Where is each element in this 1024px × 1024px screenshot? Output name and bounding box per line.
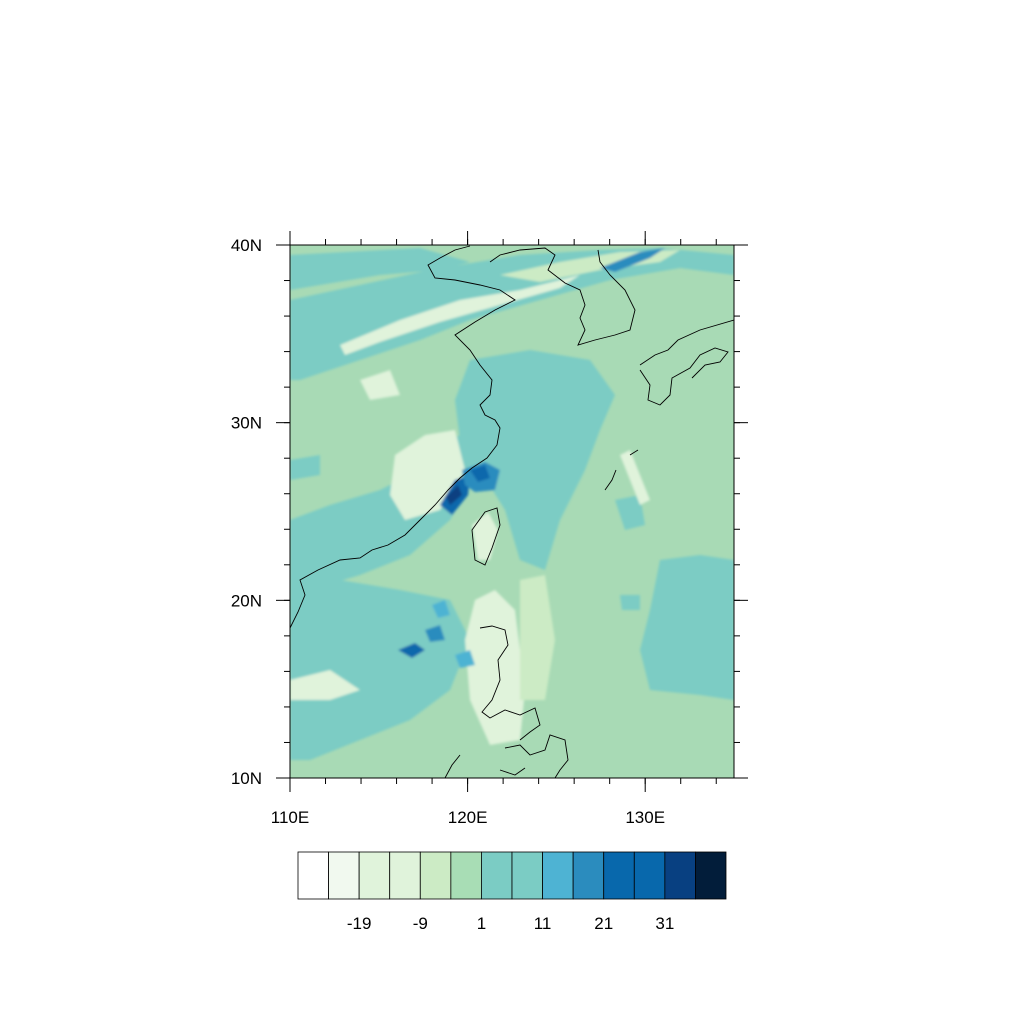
contour-region-north-band (290, 248, 734, 380)
contour-region-light-streak-east (620, 450, 650, 505)
x-tick-label: 120E (448, 808, 488, 827)
contour-region-dark-cell-5 (398, 643, 425, 658)
contour-region-light-streak-sw (290, 670, 360, 700)
contour-region-east-small-2 (620, 595, 640, 610)
colorbar-labels: -19 -9 1 11 21 31 (347, 914, 674, 933)
colorbar-swatch (358, 851, 391, 900)
colorbar-swatch (603, 851, 635, 900)
y-tick-label: 10N (231, 769, 262, 788)
coastline-palawan (444, 754, 461, 778)
colorbar-swatch (297, 851, 329, 900)
axis-ticks (276, 231, 748, 792)
colorbar-label: 31 (655, 914, 674, 933)
y-tick-label: 20N (231, 591, 262, 610)
plot-frame (289, 244, 735, 779)
contour-region-dark-cell-4 (470, 465, 490, 482)
coastline-japan-kyushu (639, 319, 734, 366)
colorbar-swatch (511, 851, 543, 900)
coastline-visayas (499, 734, 569, 778)
colorbar-swatch (664, 851, 696, 900)
coastline-luzon (479, 625, 541, 741)
contour-region-light-plume-3 (520, 575, 555, 700)
coastline-taiwan (471, 507, 501, 566)
coastline-china (290, 245, 516, 629)
contour-region-dark-cell-8 (455, 650, 475, 668)
colorbar-swatch (450, 851, 482, 900)
colorbar-swatch (328, 851, 360, 900)
contour-region-light-plume-2 (465, 590, 525, 745)
colorbar-swatch (389, 851, 421, 900)
colorbar-label: -19 (347, 914, 372, 933)
colorbar-swatch (481, 851, 513, 900)
colorbar-label: 11 (534, 914, 552, 933)
contour-region-central-plume (455, 350, 615, 570)
contour-region-west-streak-2 (360, 370, 400, 400)
colorbar-label: -9 (413, 914, 428, 933)
axis-tick-labels: 110E 120E 130E 40N 30N 20N 10N (231, 236, 665, 827)
contour-region-east-small-1 (615, 495, 645, 530)
contour-field (290, 245, 734, 778)
colorbar-swatch (633, 851, 666, 900)
colorbar-label: 1 (477, 914, 486, 933)
contour-region-dark-cell-7 (432, 600, 450, 618)
y-tick-label: 40N (231, 236, 262, 255)
colorbar-swatch (695, 851, 727, 900)
contour-region-taiwan-light (472, 512, 498, 560)
contour-region-dark-cell-3 (446, 485, 462, 505)
contour-region-dark-cell-6 (425, 625, 445, 642)
contour-region-southwest (290, 580, 470, 760)
colorbar-swatch (419, 851, 452, 900)
colorbar-label: 21 (594, 914, 613, 933)
contour-region-dark-streak-ne (600, 248, 665, 272)
coastline-japan-shikoku (639, 347, 729, 406)
colorbar-swatch (572, 851, 605, 900)
colorbar-swatch (542, 851, 574, 900)
x-tick-label: 130E (625, 808, 665, 827)
contour-region-east-patch (640, 555, 734, 700)
y-tick-label: 30N (231, 414, 262, 433)
colorbar (297, 851, 727, 900)
contour-region-west-streak-1 (290, 455, 320, 480)
coastlines (290, 245, 734, 778)
x-tick-label: 110E (271, 808, 309, 827)
coastline-ryukyu (604, 449, 639, 491)
contour-region-light-streak-1 (340, 275, 580, 355)
contour-region-north-edge (290, 248, 470, 290)
coastline-bohai (489, 247, 636, 346)
